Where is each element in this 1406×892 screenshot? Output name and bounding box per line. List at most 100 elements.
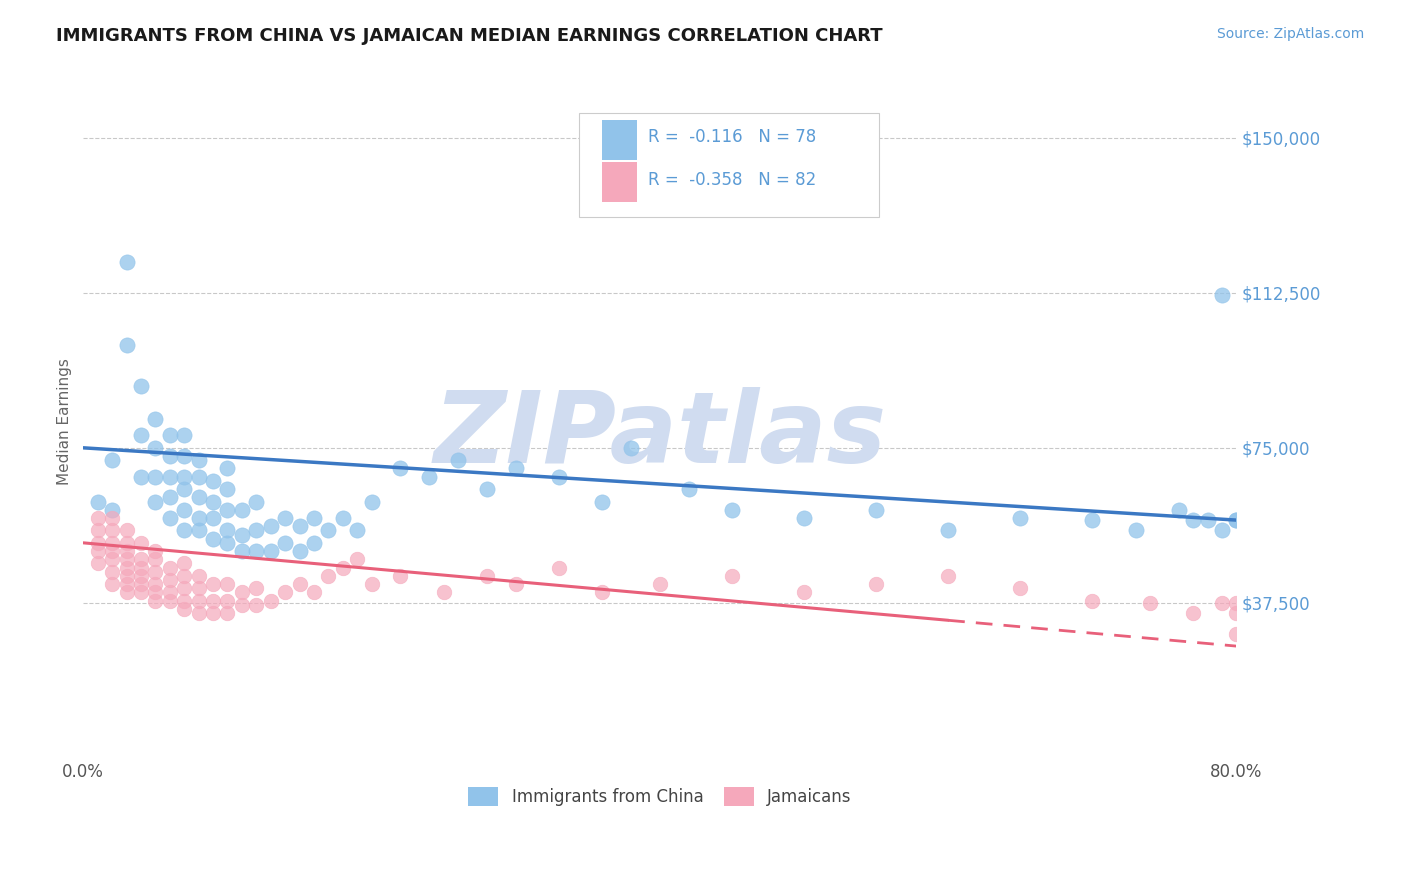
Point [475, 482, 498, 496]
Point [1010, 581, 1032, 595]
Point [505, 577, 527, 591]
Text: Source: ZipAtlas.com: Source: ZipAtlas.com [1216, 27, 1364, 41]
Point [217, 503, 239, 517]
Point [159, 560, 181, 574]
Point [389, 461, 412, 475]
Point [1211, 524, 1233, 538]
Point [159, 449, 181, 463]
Point [101, 577, 124, 591]
Point [202, 532, 225, 546]
Point [129, 552, 152, 566]
Point [231, 527, 253, 541]
Point [1225, 513, 1247, 527]
Point [187, 569, 209, 583]
Y-axis label: Median Earnings: Median Earnings [58, 359, 72, 485]
Point [1197, 513, 1219, 527]
Point [101, 503, 124, 517]
Point [159, 469, 181, 483]
Point [129, 469, 152, 483]
Point [318, 524, 340, 538]
Point [129, 569, 152, 583]
Point [274, 585, 297, 599]
Point [86, 524, 108, 538]
Point [721, 503, 744, 517]
Point [332, 560, 354, 574]
Point [187, 511, 209, 525]
Point [302, 585, 325, 599]
Point [288, 544, 311, 558]
Point [217, 524, 239, 538]
Point [115, 544, 138, 558]
Point [101, 511, 124, 525]
Point [159, 428, 181, 442]
Point [346, 524, 368, 538]
Point [115, 536, 138, 550]
Point [145, 412, 167, 426]
Point [231, 598, 253, 612]
Point [433, 585, 456, 599]
Point [648, 577, 671, 591]
Point [187, 593, 209, 607]
Point [245, 524, 267, 538]
Point [145, 565, 167, 579]
Point [115, 577, 138, 591]
Point [145, 494, 167, 508]
Point [1010, 511, 1032, 525]
Point [1167, 503, 1189, 517]
Point [86, 494, 108, 508]
Point [360, 577, 382, 591]
Point [145, 544, 167, 558]
Point [145, 441, 167, 455]
Point [202, 494, 225, 508]
Point [793, 511, 815, 525]
Point [173, 557, 195, 571]
Point [159, 573, 181, 587]
Point [173, 602, 195, 616]
Point [274, 511, 297, 525]
Point [173, 581, 195, 595]
Point [187, 581, 209, 595]
Point [217, 577, 239, 591]
Point [231, 503, 253, 517]
Point [145, 577, 167, 591]
Point [1182, 513, 1205, 527]
Point [187, 453, 209, 467]
Point [274, 536, 297, 550]
Point [245, 544, 267, 558]
Point [115, 255, 138, 269]
Point [1211, 288, 1233, 302]
Point [173, 469, 195, 483]
Point [936, 524, 959, 538]
Point [173, 569, 195, 583]
Point [86, 557, 108, 571]
Point [245, 598, 267, 612]
Point [1081, 513, 1104, 527]
Point [217, 606, 239, 620]
Point [418, 469, 440, 483]
Point [288, 519, 311, 533]
Point [678, 482, 700, 496]
Point [115, 569, 138, 583]
Point [129, 428, 152, 442]
Point [1081, 593, 1104, 607]
Point [260, 544, 283, 558]
Point [620, 441, 643, 455]
Point [231, 585, 253, 599]
Point [202, 593, 225, 607]
Point [202, 606, 225, 620]
Point [159, 491, 181, 505]
Point [187, 469, 209, 483]
Point [115, 524, 138, 538]
Point [1139, 596, 1161, 610]
Point [318, 569, 340, 583]
Point [129, 379, 152, 393]
Point [173, 593, 195, 607]
Point [129, 560, 152, 574]
Point [360, 494, 382, 508]
Point [101, 565, 124, 579]
Point [86, 544, 108, 558]
Point [865, 577, 887, 591]
Point [1211, 596, 1233, 610]
Legend: Immigrants from China, Jamaicans: Immigrants from China, Jamaicans [461, 780, 858, 814]
Point [159, 585, 181, 599]
